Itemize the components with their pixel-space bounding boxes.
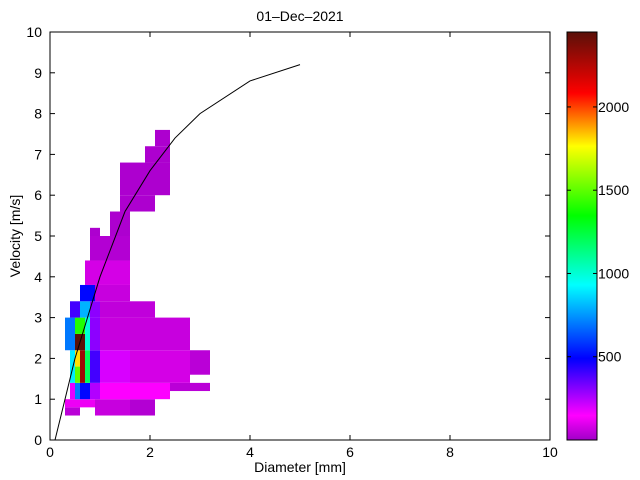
heatmap-cell	[120, 195, 155, 212]
heatmap-cell	[90, 301, 100, 318]
colorbar-ticks: 500 1000 1500 2000	[567, 99, 629, 365]
heatmap-cell	[145, 146, 170, 163]
heatmap-cell	[95, 399, 130, 416]
heatmap-cell	[85, 317, 90, 351]
heatmap-cell	[95, 284, 130, 302]
x-tick-label: 6	[346, 444, 354, 460]
x-axis-ticks: 0 2 4 6 8 10	[46, 32, 558, 460]
colorbar-tick-label: 500	[598, 349, 622, 365]
y-axis-label: Velocity [m/s]	[7, 195, 23, 277]
heatmap-cell	[80, 301, 90, 318]
y-axis-ticks: 0 1 2 3 4 5 6 7 8 9 10	[26, 24, 550, 448]
chart-title: 01–Dec–2021	[256, 8, 343, 24]
heatmap-cell	[90, 382, 100, 400]
colorbar-tick-label: 1500	[598, 182, 629, 198]
x-tick-label: 2	[146, 444, 154, 460]
reference-curve	[54, 64, 301, 441]
heatmap-cell	[130, 350, 190, 383]
y-tick-label: 4	[34, 269, 42, 285]
heatmap-cell	[190, 350, 210, 375]
colorbar-tick-label: 2000	[598, 99, 629, 115]
y-tick-label: 8	[34, 106, 42, 122]
heatmap-cell	[65, 407, 80, 416]
heatmap-cell	[85, 350, 90, 383]
y-tick-label: 6	[34, 187, 42, 203]
x-tick-label: 10	[542, 444, 558, 460]
heatmap-cell	[100, 301, 155, 318]
heatmap-cell	[70, 301, 80, 318]
heatmap-cell	[100, 382, 170, 400]
x-tick-label: 8	[446, 444, 454, 460]
y-tick-label: 2	[34, 350, 42, 366]
colorbar-gradient	[566, 31, 598, 441]
y-tick-label: 7	[34, 146, 42, 162]
heatmap-cell	[75, 350, 80, 367]
heatmap-cell	[80, 350, 85, 383]
plot-area: 0 2 4 6 8 10 0 1 2 3 4 5 6 7 8 9 10	[26, 24, 558, 460]
heatmap-cell	[100, 350, 130, 383]
y-tick-label: 10	[26, 24, 42, 40]
colorbar-tick-label: 1000	[598, 265, 629, 281]
heatmap-cell	[65, 317, 75, 351]
y-tick-label: 1	[34, 391, 42, 407]
heatmap-cell	[155, 129, 170, 147]
heatmap-cell	[80, 284, 95, 302]
heatmap-cell	[90, 317, 100, 351]
y-tick-label: 5	[34, 228, 42, 244]
y-tick-label: 3	[34, 310, 42, 326]
heatmap-cell	[65, 399, 95, 408]
heatmap-cell	[75, 366, 80, 383]
heatmap-cell	[90, 350, 100, 383]
x-axis-label: Diameter [mm]	[254, 459, 346, 475]
heatmap-cell	[80, 382, 90, 400]
heatmap-cell	[75, 317, 85, 334]
heatmap-cell	[170, 382, 210, 392]
heatmap-cell	[130, 399, 155, 416]
y-tick-label: 0	[34, 432, 42, 448]
heatmap-cell	[75, 382, 80, 400]
colorbar: 500 1000 1500 2000	[566, 31, 629, 441]
heatmap-cell	[70, 382, 75, 400]
x-tick-label: 4	[246, 444, 254, 460]
y-tick-label: 9	[34, 65, 42, 81]
x-tick-label: 0	[46, 444, 54, 460]
heatmap-cell	[90, 236, 130, 261]
heatmap-cell	[90, 227, 100, 236]
heatmap-cell	[85, 260, 130, 285]
heatmap-cell	[100, 317, 190, 351]
